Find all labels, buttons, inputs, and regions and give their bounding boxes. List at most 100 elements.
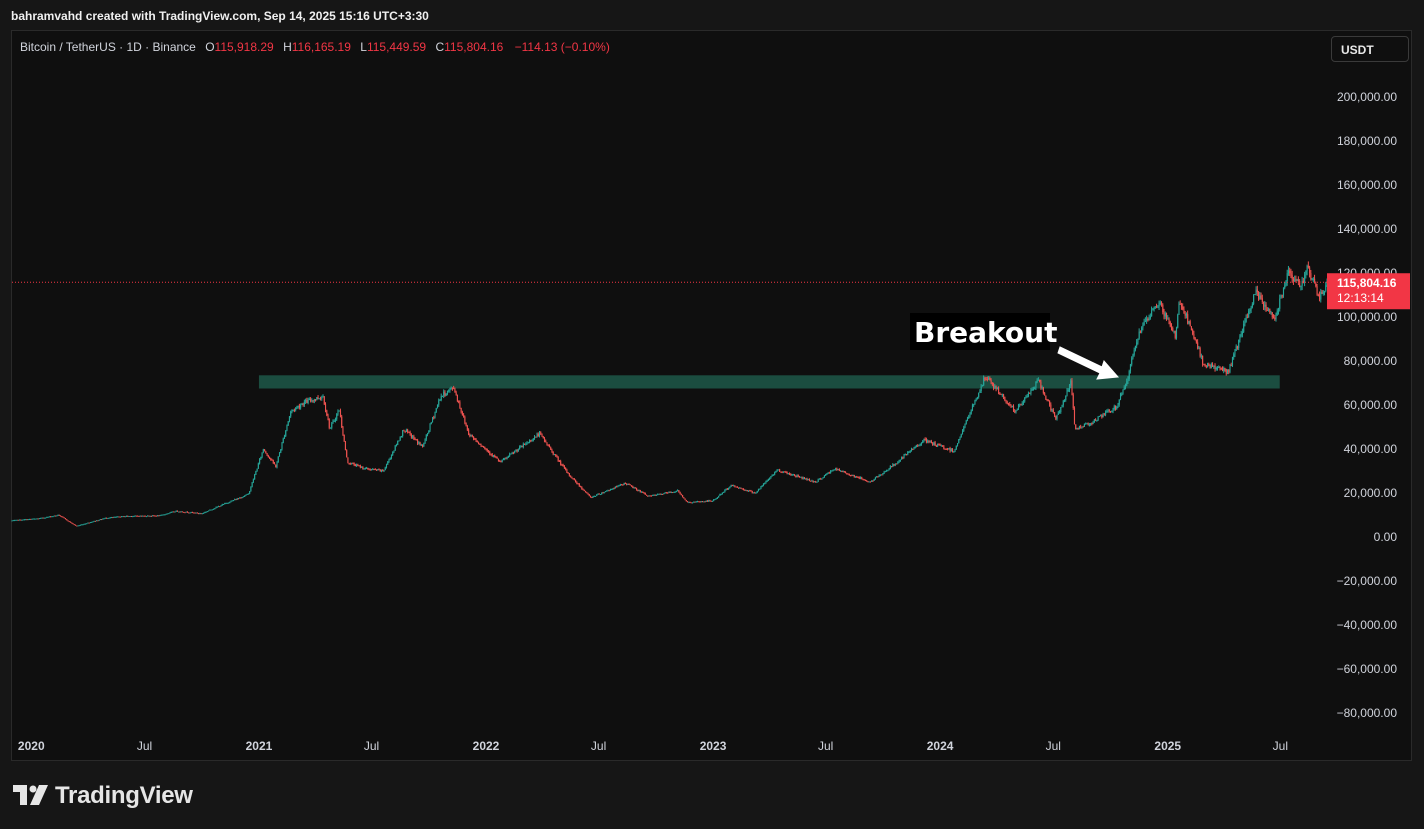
candle-body (97, 520, 99, 522)
candle-body (1152, 309, 1154, 311)
candle-body (127, 515, 129, 517)
candle-body (766, 480, 768, 482)
candle-body (160, 514, 162, 516)
candle-body (868, 481, 870, 483)
candle-body (1287, 270, 1290, 274)
candle-body (103, 518, 105, 520)
candle-body (326, 410, 328, 416)
candle-body (63, 517, 65, 519)
x-tick-label: Jul (591, 739, 606, 753)
candle-body (405, 429, 407, 432)
candle-body (794, 474, 796, 477)
candle-body (959, 436, 961, 440)
candle-body (740, 487, 742, 489)
candle-body (173, 511, 175, 513)
candle-body (654, 494, 656, 496)
price-tag-bg (1327, 273, 1410, 310)
candle-body (191, 512, 193, 514)
candle-body (1020, 404, 1022, 406)
candle-body (500, 461, 502, 463)
candle-body (1264, 304, 1266, 307)
candle-body (1049, 400, 1051, 405)
candle-body (925, 439, 928, 443)
candle-body (376, 469, 378, 471)
candle-body (928, 440, 930, 442)
candle-body (147, 515, 149, 517)
candle-body (26, 519, 28, 521)
candle-body (647, 495, 649, 497)
candle-body (709, 500, 711, 502)
price-tag-value: 115,804.16 (1337, 276, 1397, 290)
candle-body (708, 500, 710, 502)
candle-body (395, 444, 398, 446)
candle-body (480, 444, 482, 446)
candle-body (1100, 415, 1102, 417)
candle-body (838, 469, 840, 471)
candle-body (1146, 318, 1148, 321)
candle-body (1052, 409, 1054, 413)
candle-body (848, 473, 850, 476)
candle-body (226, 502, 228, 504)
candle-body (231, 500, 233, 502)
candle-body (325, 404, 327, 411)
candle-body (1065, 396, 1067, 401)
annotation-layer[interactable]: Breakout (910, 313, 1120, 380)
price-axis[interactable]: 220,000.00200,000.00180,000.00160,000.00… (1337, 46, 1398, 720)
candle-body (198, 513, 200, 515)
candle-body (634, 487, 636, 489)
candle-body (37, 518, 39, 520)
candle-body (679, 491, 681, 495)
candle-body (429, 423, 431, 431)
candle-body (1290, 273, 1292, 276)
ohlc-legend: Bitcoin / TetherUS · 1D · Binance O115,9… (20, 40, 610, 54)
candle-body (771, 475, 773, 477)
candle-body (132, 516, 134, 518)
candle-body (116, 516, 118, 518)
candle-body (47, 516, 49, 518)
candle-body (306, 399, 308, 403)
change-value: −114.13 (−0.10%) (514, 40, 610, 54)
candle-body (950, 449, 952, 452)
candle-body (157, 515, 159, 517)
candle-body (988, 377, 990, 380)
breakout-arrow-icon[interactable] (1057, 346, 1120, 380)
candle-body (1284, 285, 1286, 289)
candle-body (1154, 306, 1156, 308)
candle-body (576, 482, 578, 484)
symbol-description[interactable]: Bitcoin / TetherUS · 1D · Binance (20, 40, 196, 54)
candle-body (22, 519, 24, 521)
candle-body (459, 402, 461, 408)
candle-body (756, 491, 758, 493)
candle-body (323, 396, 325, 405)
candle-body (392, 452, 394, 455)
candle-body (692, 502, 694, 504)
tradingview-logo[interactable]: TradingView (13, 782, 193, 810)
candle-body (186, 511, 189, 513)
candle-body (1311, 279, 1313, 281)
candle-body (322, 396, 324, 398)
candle-body (440, 395, 442, 400)
chart-frame[interactable] (11, 30, 1412, 761)
time-axis[interactable]: 2020 Jul 2021 Jul 2022 Jul 2023 Jul 2024 Jul 2025 J… (18, 739, 1288, 753)
candle-body (320, 398, 322, 400)
candle-body (515, 450, 517, 452)
candle-body (699, 501, 701, 503)
candle-body (593, 496, 595, 498)
candle-body (1051, 409, 1053, 411)
candle-body (1070, 380, 1072, 386)
breakout-label[interactable]: Breakout (914, 316, 1057, 349)
candle-body (140, 515, 142, 517)
candle-body (1265, 304, 1267, 310)
candle-body (556, 455, 558, 458)
candle-body (1282, 288, 1285, 296)
candle-body (119, 516, 121, 518)
candle-body (1215, 367, 1217, 370)
currency-button[interactable]: USDT (1331, 36, 1409, 62)
candle-body (547, 444, 549, 446)
candle-body (583, 490, 585, 492)
candle-body (952, 449, 954, 453)
candle-body (830, 470, 832, 473)
candle-body (1239, 335, 1241, 340)
candle-body (1156, 306, 1158, 308)
